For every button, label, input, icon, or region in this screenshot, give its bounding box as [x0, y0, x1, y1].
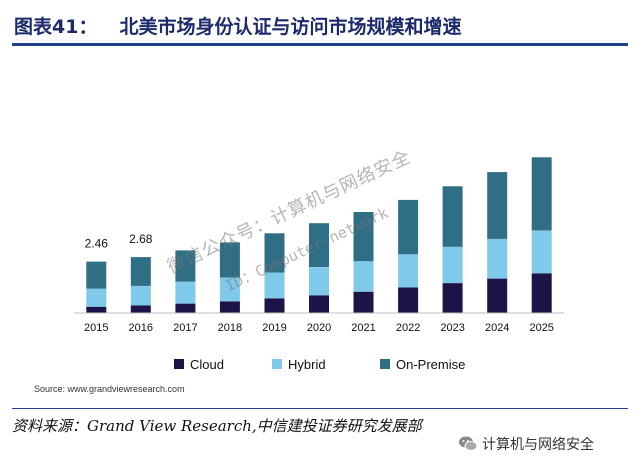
bar-on-premise-2024: [487, 172, 508, 239]
source-note: 资料来源：Grand View Research,中信建投证券研究发展部: [12, 416, 422, 435]
bar-on-premise-2016: [130, 257, 151, 286]
bars-layer: [86, 157, 552, 313]
legend-label: On-Premise: [396, 357, 465, 372]
bar-on-premise-2022: [398, 199, 419, 255]
legend-swatch: [380, 359, 390, 369]
bar-on-premise-2018: [219, 242, 240, 278]
bar-cloud-2020: [309, 295, 329, 313]
x-tick-label: 2022: [396, 322, 420, 334]
x-tick-label: 2015: [84, 322, 108, 334]
figure-number: 图表41：: [14, 15, 98, 38]
data-label: 2.68: [129, 232, 153, 246]
bar-hybrid-2020: [309, 267, 329, 296]
bar-cloud-2016: [130, 305, 151, 313]
legend-label: Hybrid: [288, 357, 326, 372]
stacked-bar-chart: 2015 2016 2017 2018 2019 2020 2021 2022 2023 2024…: [34, 157, 564, 394]
bar-cloud-2015: [86, 306, 107, 313]
bar-cloud-2021: [353, 291, 374, 313]
account-badge: 计算机与网络安全: [456, 432, 596, 456]
bar-cloud-2022: [398, 287, 419, 313]
x-tick-label: 2019: [262, 322, 286, 334]
bar-cloud-2018: [219, 301, 240, 313]
chart-title: 图表41： 北美市场身份认证与访问市场规模和增速: [14, 10, 626, 40]
bar-cloud-2025: [531, 273, 552, 313]
figure-title: 北美市场身份认证与访问市场规模和增速: [119, 15, 462, 38]
bar-hybrid-2022: [398, 254, 419, 288]
bar-on-premise-2023: [442, 186, 463, 247]
bar-hybrid-2015: [86, 288, 107, 307]
data-labels: 2.46 2.68: [85, 232, 153, 251]
bar-hybrid-2018: [219, 277, 240, 302]
bar-cloud-2019: [264, 298, 285, 313]
bar-hybrid-2024: [487, 238, 508, 279]
bar-on-premise-2025: [531, 157, 552, 231]
badge-label: 计算机与网络安全: [482, 437, 594, 453]
x-tick-label: 2018: [218, 322, 242, 334]
x-tick-label: 2025: [529, 322, 553, 334]
bar-hybrid-2019: [264, 272, 285, 299]
footer-divider: [12, 408, 628, 409]
bar-hybrid-2025: [531, 230, 552, 274]
bar-hybrid-2016: [130, 285, 151, 306]
x-tick-label: 2016: [129, 322, 153, 334]
x-tick-labels: 2015 2016 2017 2018 2019 2020 2021 2022 2023 2024…: [84, 322, 554, 334]
legend-label: Cloud: [190, 357, 224, 372]
bar-cloud-2024: [487, 278, 508, 313]
data-label: 2.46: [85, 237, 109, 251]
bar-on-premise-2019: [264, 233, 285, 273]
bar-hybrid-2023: [442, 246, 463, 284]
bar-on-premise-2015: [86, 261, 107, 289]
legend: Cloud Hybrid On-Premise: [174, 357, 465, 372]
legend-swatch: [174, 359, 184, 369]
bar-on-premise-2017: [175, 250, 196, 282]
wechat-icon: [459, 436, 478, 451]
legend-swatch: [272, 359, 282, 369]
title-divider: [12, 43, 628, 46]
x-tick-label: 2023: [440, 322, 464, 334]
chart-source: Source: www.grandviewresearch.com: [34, 384, 185, 394]
bar-hybrid-2017: [175, 281, 196, 304]
bar-hybrid-2021: [353, 261, 374, 292]
x-tick-label: 2021: [351, 322, 375, 334]
x-tick-label: 2017: [173, 322, 197, 334]
x-tick-label: 2024: [485, 322, 509, 334]
bar-cloud-2023: [442, 283, 463, 313]
x-tick-label: 2020: [307, 322, 331, 334]
bar-cloud-2017: [175, 303, 196, 313]
bar-on-premise-2020: [309, 223, 329, 267]
bar-on-premise-2021: [353, 212, 374, 262]
